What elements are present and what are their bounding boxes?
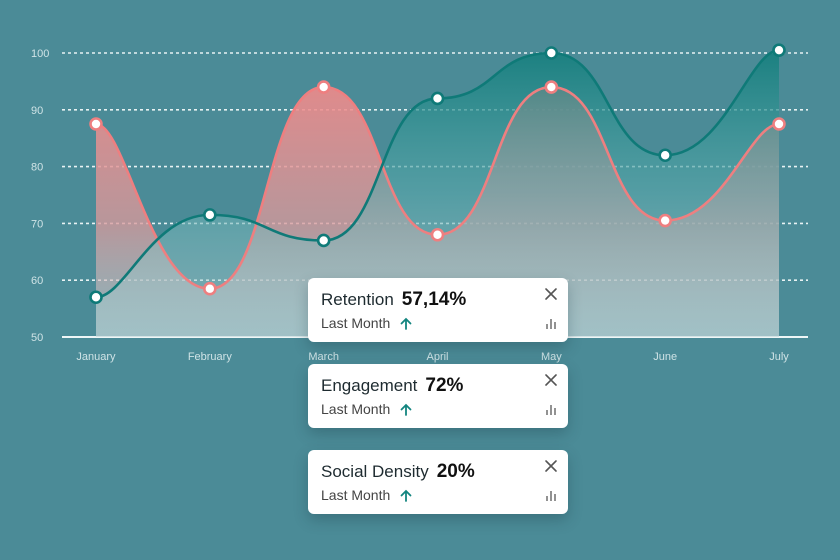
x-tick-label: March [308,351,339,363]
metric-value: 57,14% [401,289,467,310]
data-point[interactable] [772,43,786,57]
y-tick-label: 50 [31,332,43,344]
metric-value: 72% [425,375,464,396]
metric-label: Engagement [321,376,418,395]
x-tick-label: May [541,351,562,363]
y-tick-label: 70 [31,218,43,230]
series-area [96,50,779,337]
metric-card-engagement: Engagement 72% Last Month [308,364,568,428]
y-tick-label: 100 [31,48,49,60]
arrow-up-icon [400,317,412,330]
metric-period: Last Month [321,315,391,331]
x-tick-label: July [769,351,789,363]
metric-card-retention: Retention 57,14% Last Month [308,278,568,342]
close-icon[interactable] [544,287,558,301]
data-point[interactable] [89,290,103,305]
metric-value: 20% [436,461,475,482]
y-tick-label: 80 [31,162,43,174]
arrow-up-icon [400,489,412,502]
metric-period: Last Month [321,401,391,417]
data-point[interactable] [658,148,672,163]
close-icon[interactable] [544,373,558,387]
metric-label: Social Density [321,462,429,481]
x-tick-label: February [188,351,233,363]
data-point[interactable] [658,213,672,228]
y-tick-label: 60 [31,275,43,287]
metric-period: Last Month [321,487,391,503]
x-tick-label: January [76,351,116,363]
data-point[interactable] [430,91,445,106]
arrow-up-icon [400,403,412,416]
data-point[interactable] [316,233,331,248]
bar-chart-icon[interactable] [545,404,557,416]
data-point[interactable] [772,117,786,131]
metric-label: Retention [321,290,394,309]
data-point[interactable] [203,208,217,222]
close-icon[interactable] [544,459,558,473]
data-point[interactable] [89,117,103,131]
bar-chart-icon[interactable] [545,318,557,330]
y-tick-label: 90 [31,105,43,117]
data-point[interactable] [203,281,217,296]
data-point[interactable] [316,80,331,94]
bar-chart-icon[interactable] [545,490,557,502]
data-point[interactable] [430,227,445,242]
metric-card-social-density: Social Density 20% Last Month [308,450,568,514]
x-tick-label: June [653,351,677,363]
data-point[interactable] [544,46,559,60]
x-tick-label: April [426,351,448,363]
data-point[interactable] [544,80,559,94]
